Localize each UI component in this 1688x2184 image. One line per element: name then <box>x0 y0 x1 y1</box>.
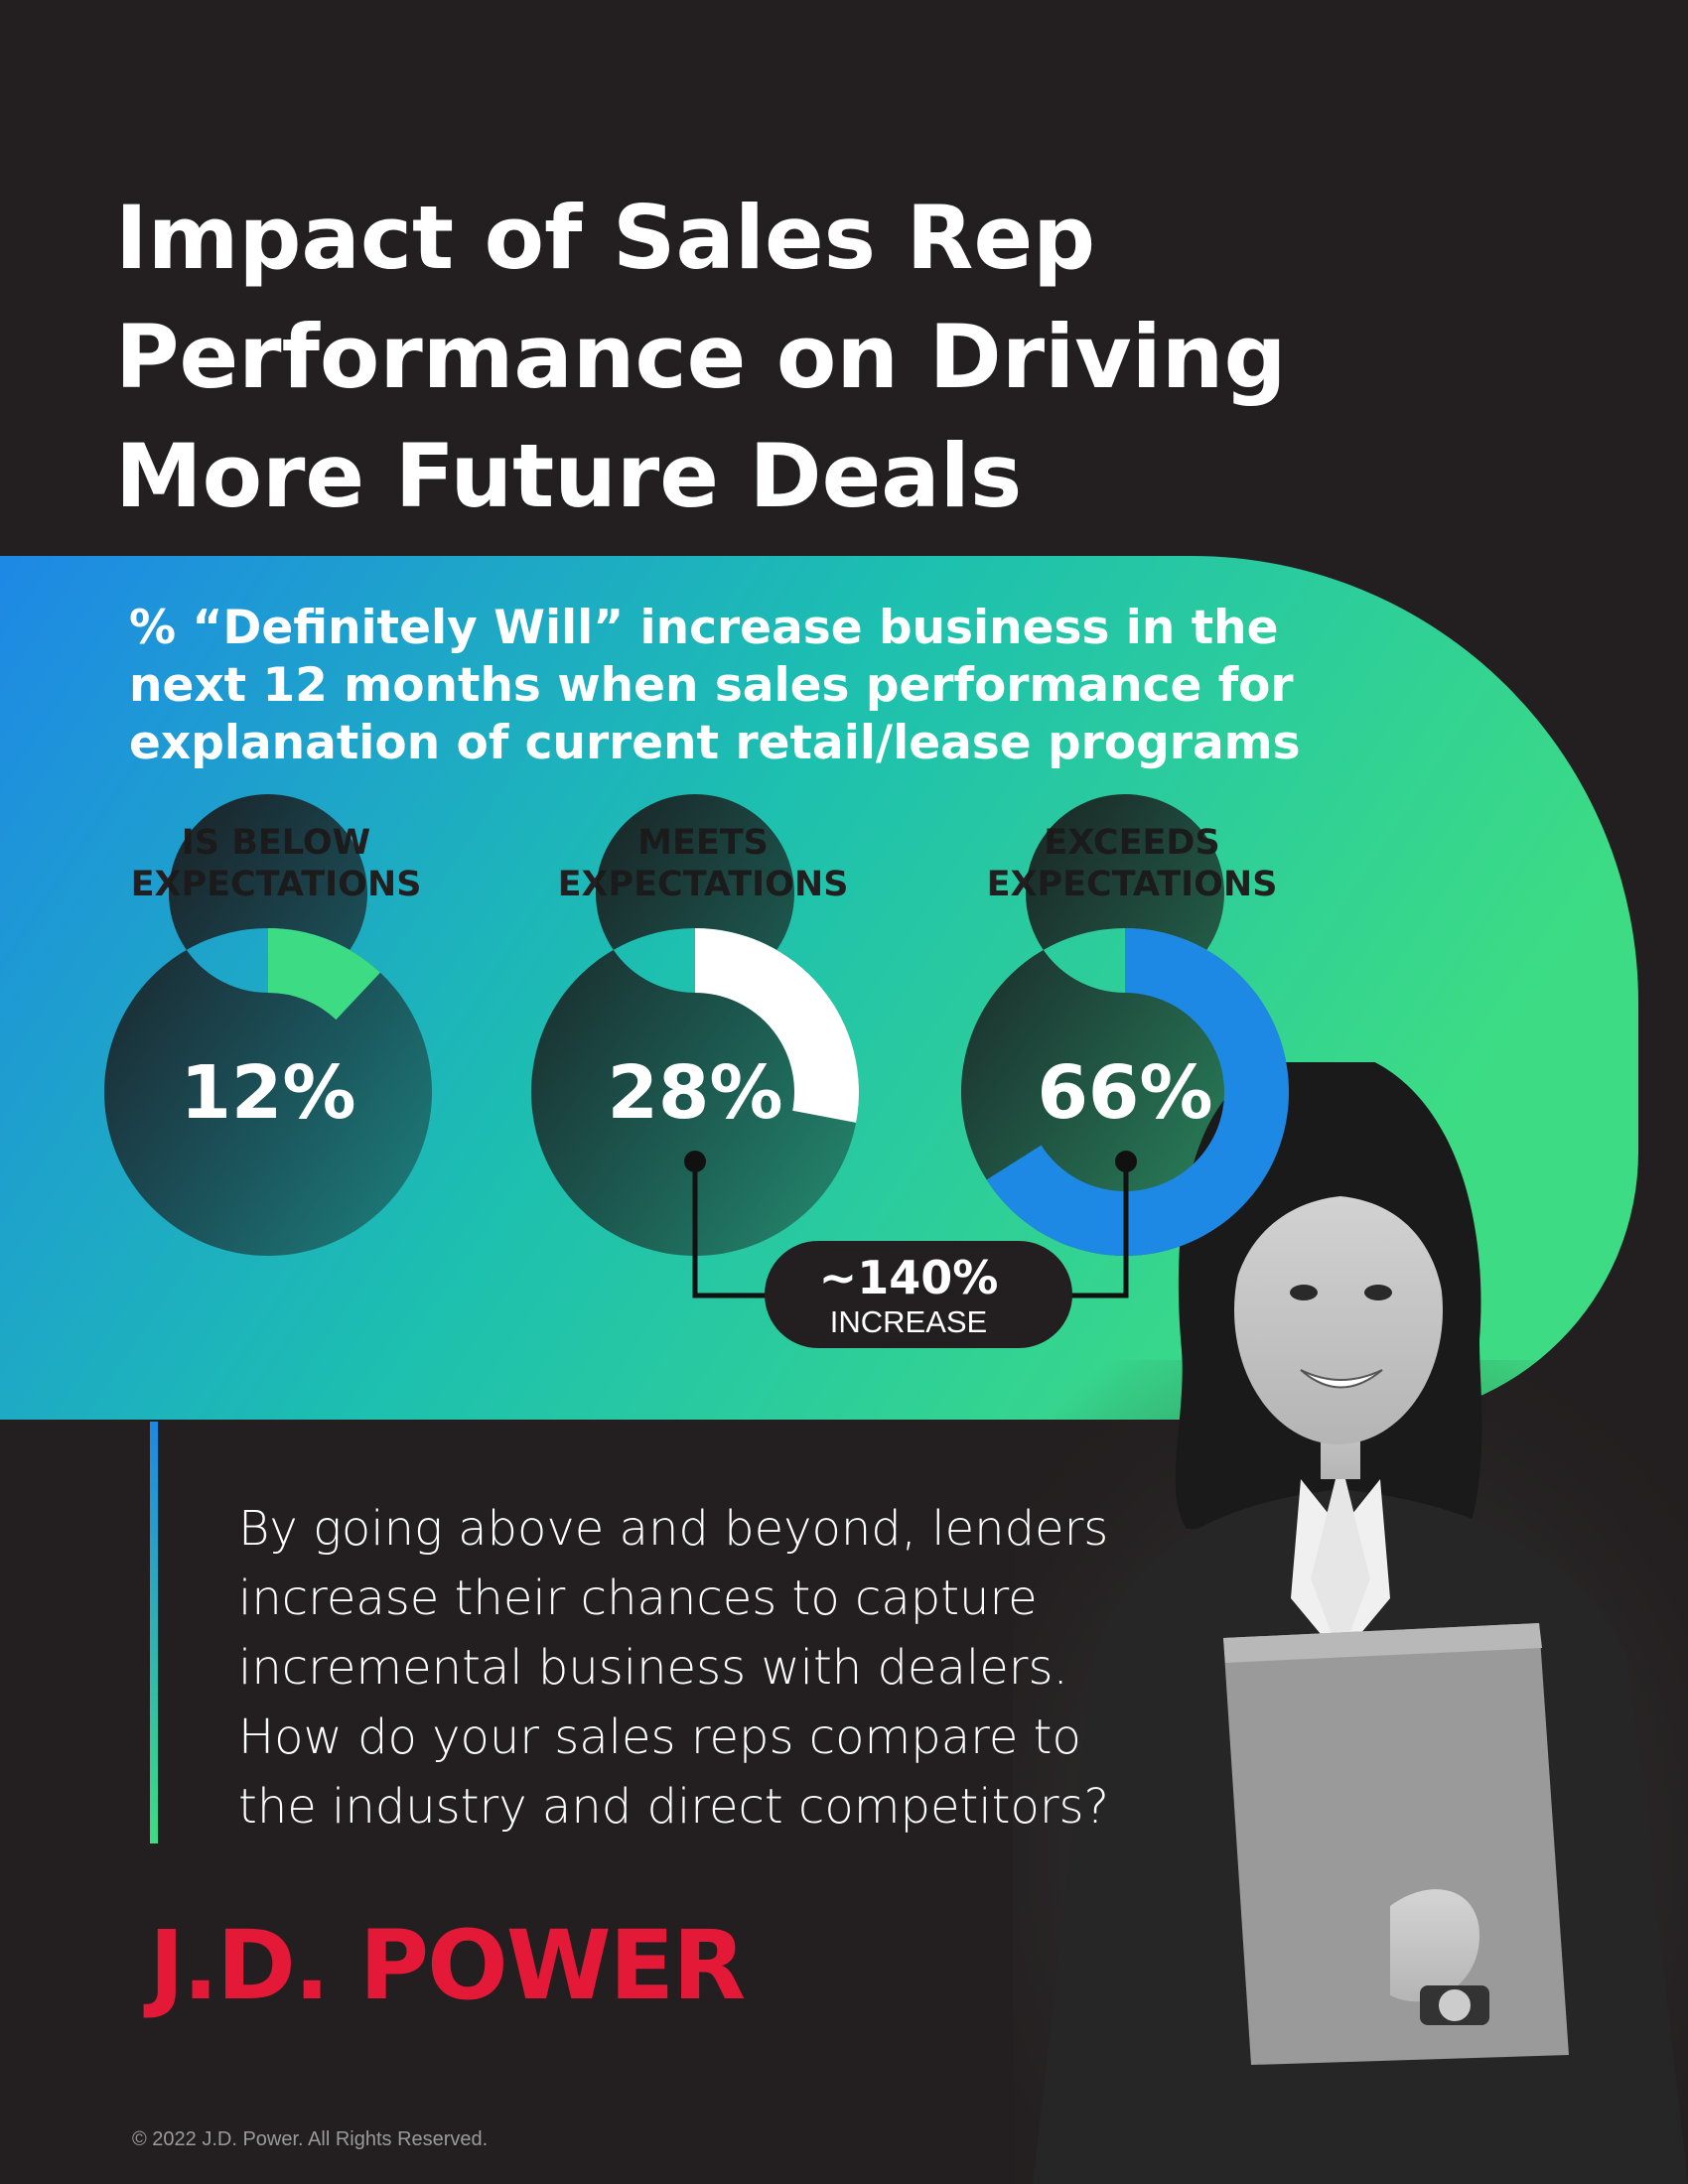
body-line: the industry and direct competitors? <box>238 1779 1110 1835</box>
copyright-text: © 2022 J.D. Power. All Rights Reserved. <box>132 2128 489 2150</box>
jd-power-logo: J.D. POWER <box>149 1910 746 2021</box>
body-line: By going above and beyond, lenders <box>238 1501 1109 1557</box>
chart-subtitle: % “Definitely Will” increase business in… <box>129 600 1360 772</box>
donut-value-label: 28% <box>607 1050 782 1136</box>
title-line: Performance on Driving <box>115 306 1287 408</box>
donut-value-label: 12% <box>180 1050 355 1136</box>
accent-bar <box>150 1422 158 1843</box>
body-text: By going above and beyond, lenders incre… <box>238 1494 1152 1842</box>
connector-dot-meets <box>684 1151 706 1172</box>
donut-track <box>530 794 859 1256</box>
increase-label: INCREASE <box>830 1304 987 1339</box>
connector-line-left <box>692 1161 784 1298</box>
donut-segment <box>986 927 1290 1256</box>
body-line: How do your sales reps compare to <box>238 1709 1081 1765</box>
increase-pill <box>765 1241 1072 1348</box>
title-line: More Future Deals <box>115 425 1023 527</box>
donut-group: 12% 28% 66% <box>103 793 1290 1256</box>
donut-track <box>960 793 1289 1256</box>
increase-connector: ~140% INCREASE <box>684 1151 1137 1348</box>
connector-dot-exceeds <box>1115 1151 1137 1172</box>
body-line: incremental business with dealers. <box>238 1640 1068 1696</box>
increase-value: ~140% <box>819 1251 999 1304</box>
donut-track <box>103 794 432 1256</box>
title-line: Impact of Sales Rep <box>115 187 1096 289</box>
donut-segment <box>268 928 380 1021</box>
donut-segment <box>695 928 859 1123</box>
donut-value-label: 66% <box>1037 1050 1212 1136</box>
subtitle-line: explanation of current retail/lease prog… <box>129 716 1301 770</box>
body-line: increase their chances to capture <box>238 1570 1038 1626</box>
page-title: Impact of Sales Rep Performance on Drivi… <box>115 179 1406 536</box>
subtitle-line: next 12 months when sales performance fo… <box>129 658 1294 713</box>
subtitle-line: % “Definitely Will” increase business in… <box>129 601 1279 655</box>
